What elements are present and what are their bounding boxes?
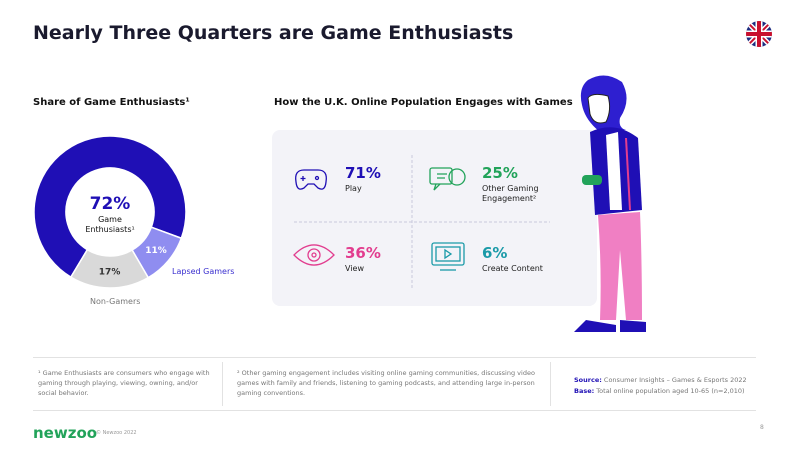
donut-chart: 72% 11% 17%: [33, 135, 187, 289]
divider: [222, 362, 223, 406]
stat-label: Other Gaming Engagement²: [482, 184, 539, 203]
copyright: © Newzoo 2022: [96, 430, 137, 436]
stat-value: 71%: [345, 164, 381, 182]
footnote: ¹ Game Enthusiasts are consumers who eng…: [38, 369, 210, 397]
base-text: Total online population aged 10-65 (n=2,…: [596, 387, 745, 395]
page-number: 8: [760, 424, 764, 431]
donut-segment: [33, 135, 187, 279]
stat-value: 25%: [482, 164, 518, 182]
stat-value: 6%: [482, 244, 508, 262]
value-label: 17%: [99, 267, 121, 277]
footnote: ² Other gaming engagement includes visit…: [237, 369, 535, 397]
divider: [33, 357, 756, 358]
divider: [33, 410, 756, 411]
logo: newzoo: [33, 424, 98, 442]
category-label: Lapsed Gamers: [172, 267, 235, 276]
stat-value: 36%: [345, 244, 381, 262]
divider: [550, 362, 551, 406]
category-label: Game Enthusiasts¹: [85, 215, 135, 234]
value-label: 72%: [90, 194, 131, 214]
panel: [272, 130, 597, 306]
source: Source: Consumer Insights – Games & Espo…: [574, 375, 764, 385]
value-label: 11%: [145, 246, 167, 256]
source-text: Consumer Insights – Games & Esports 2022: [603, 376, 747, 384]
person-illustration: [574, 75, 646, 332]
panel-graphics: [293, 155, 550, 290]
donut-segment: [69, 248, 150, 289]
chart-title: Share of Game Enthusiasts¹: [33, 97, 190, 108]
stat-label: Create Content: [482, 264, 543, 273]
category-label: Non-Gamers: [90, 297, 141, 306]
flag-icon: [746, 21, 772, 47]
source-label: Source:: [574, 376, 602, 384]
base: Base: Total online population aged 10-65…: [574, 386, 764, 396]
donut-hole: [67, 169, 153, 255]
stat-label: Play: [345, 184, 362, 193]
panel-title: How the U.K. Online Population Engages w…: [274, 97, 573, 108]
slide-title: Nearly Three Quarters are Game Enthusias…: [33, 22, 514, 44]
base-label: Base:: [574, 387, 595, 395]
stat-label: View: [345, 264, 364, 273]
